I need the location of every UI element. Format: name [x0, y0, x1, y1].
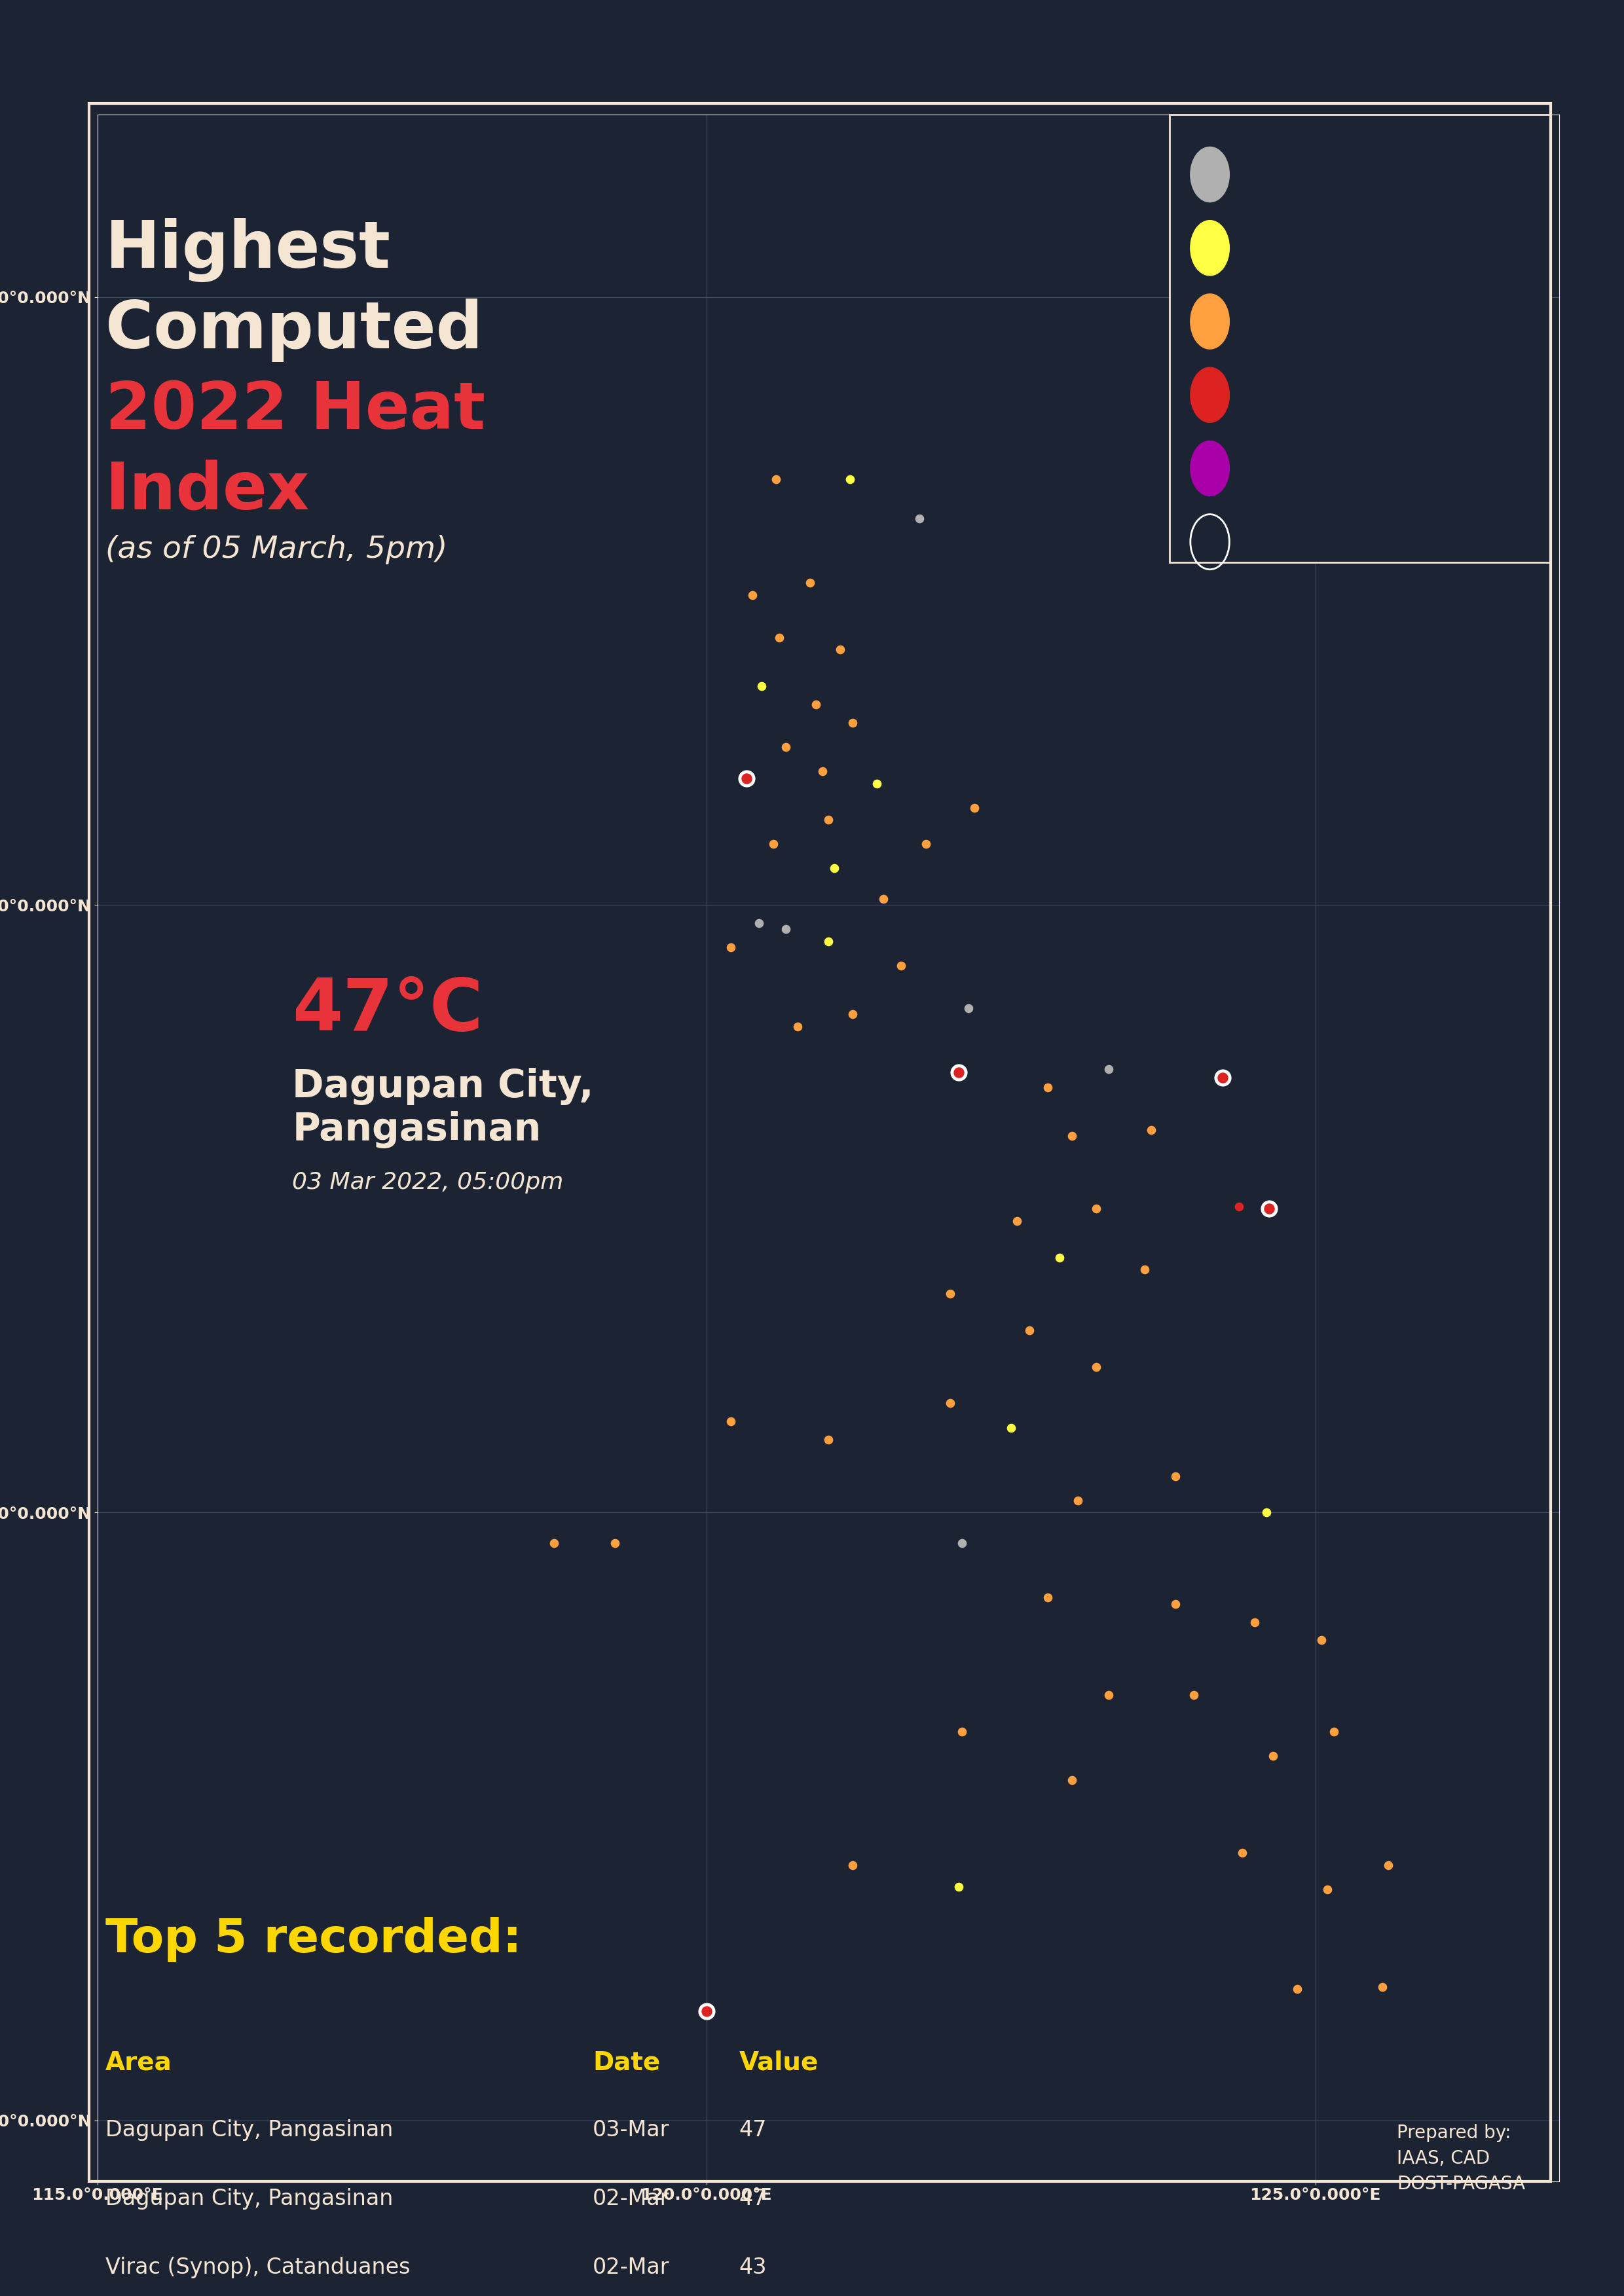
Text: Value: Value — [739, 2050, 818, 2076]
Text: 47°C: 47°C — [292, 976, 484, 1047]
Text: 27 - 32°C: 27 - 32°C — [1259, 266, 1345, 285]
Text: < 27°C: < 27°C — [1259, 193, 1325, 211]
Text: 43: 43 — [739, 2257, 767, 2278]
Text: 42 - 51°C: 42 - 51°C — [1259, 413, 1345, 432]
Text: Date: Date — [593, 2050, 661, 2076]
Text: 2022 Heat: 2022 Heat — [106, 379, 486, 443]
Text: Top 5 recorded:: Top 5 recorded: — [106, 1917, 521, 1963]
Text: Area: Area — [106, 2050, 172, 2076]
Text: 47: 47 — [739, 2188, 767, 2209]
Text: Caution: Caution — [1259, 230, 1345, 248]
Text: Not Hazardous: Not Hazardous — [1259, 156, 1424, 174]
Text: Top 5: Top 5 — [1259, 523, 1319, 542]
Text: Danger: Danger — [1259, 377, 1340, 395]
Text: Extreme Caution: Extreme Caution — [1259, 303, 1445, 321]
Text: Computed: Computed — [106, 298, 482, 363]
Text: Highest: Highest — [106, 218, 391, 282]
Text: Dagupan City,
Pangasinan: Dagupan City, Pangasinan — [292, 1068, 594, 1148]
Text: Extreme Danger: Extreme Danger — [1259, 450, 1440, 468]
Text: 03 Mar 2022, 05:00pm: 03 Mar 2022, 05:00pm — [292, 1171, 564, 1194]
Text: Prepared by:
IAAS, CAD
DOST-PAGASA: Prepared by: IAAS, CAD DOST-PAGASA — [1397, 2124, 1525, 2193]
Text: 33 - 41°C: 33 - 41°C — [1259, 340, 1345, 358]
Text: Virac (Synop), Catanduanes: Virac (Synop), Catanduanes — [106, 2257, 411, 2278]
Text: Dagupan City, Pangasinan: Dagupan City, Pangasinan — [106, 2188, 393, 2209]
Text: (as of 05 March, 5pm): (as of 05 March, 5pm) — [106, 535, 448, 565]
Text: 03-Mar: 03-Mar — [593, 2119, 669, 2140]
Text: 02-Mar: 02-Mar — [593, 2188, 669, 2209]
Text: Dagupan City, Pangasinan: Dagupan City, Pangasinan — [106, 2119, 393, 2140]
Text: Index: Index — [106, 459, 310, 523]
Text: ≥ 52°C: ≥ 52°C — [1259, 487, 1325, 505]
Text: 02-Mar: 02-Mar — [593, 2257, 669, 2278]
Text: 47: 47 — [739, 2119, 767, 2140]
